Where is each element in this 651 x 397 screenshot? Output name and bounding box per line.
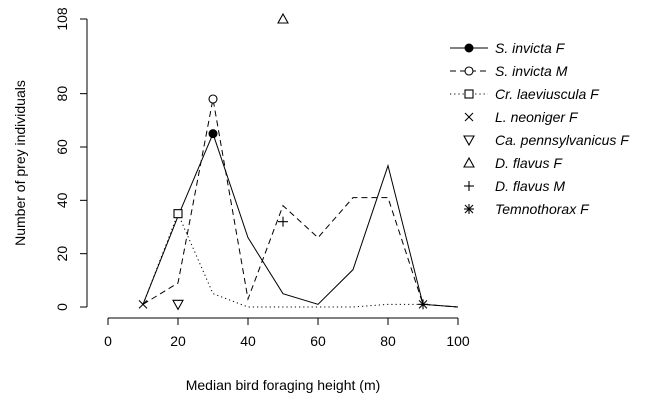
y-tick-label: 0 bbox=[54, 303, 70, 311]
x-axis: 0 20 40 60 80 100 Median bird foraging height… bbox=[104, 317, 470, 393]
y-axis-ticks: 0 20 40 60 80 108 bbox=[54, 7, 87, 311]
x-axis-ticks: 0 20 40 60 80 100 bbox=[104, 318, 470, 349]
legend-marker-swatch bbox=[463, 135, 475, 147]
legend-marker-swatch bbox=[464, 204, 474, 214]
x-tick-label: 20 bbox=[170, 333, 186, 349]
series-line-s-invicta-m bbox=[142, 98, 459, 308]
legend-label: Ca. pennsylvanicus F bbox=[495, 132, 630, 148]
legend-item-cr-laeviuscula-f: Cr. laeviuscula F bbox=[450, 86, 600, 102]
legend-marker-swatch bbox=[464, 43, 474, 53]
y-axis-title: Number of prey individuals bbox=[12, 80, 28, 246]
series-lines bbox=[142, 98, 459, 308]
data-point-s-invicta-f bbox=[208, 129, 218, 139]
data-point-d-flavus-m bbox=[278, 216, 288, 227]
x-tick-label: 60 bbox=[310, 333, 326, 349]
x-tick-label: 40 bbox=[240, 333, 256, 349]
series-line-s-invicta-f bbox=[142, 132, 459, 308]
y-tick-label: 20 bbox=[54, 246, 70, 262]
legend: S. invicta F S. invicta M Cr. laeviuscula … bbox=[450, 40, 630, 217]
legend-label: S. invicta F bbox=[495, 40, 566, 56]
y-tick-label: 108 bbox=[54, 7, 70, 31]
legend-marker-swatch bbox=[464, 89, 474, 99]
legend-item-l-neoniger-f: L. neoniger F bbox=[464, 109, 579, 125]
x-tick-label: 0 bbox=[104, 333, 112, 349]
legend-label: D. flavus M bbox=[495, 178, 565, 194]
y-tick-label: 80 bbox=[54, 86, 70, 102]
data-point-ca-pennsylvanicus-f bbox=[172, 299, 184, 311]
legend-label: L. neoniger F bbox=[495, 109, 579, 125]
legend-label: S. invicta M bbox=[495, 63, 568, 79]
data-point-s-invicta-m bbox=[208, 94, 218, 104]
legend-item-s-invicta-f: S. invicta F bbox=[450, 40, 566, 56]
legend-label: D. flavus F bbox=[495, 155, 563, 171]
legend-item-temnothorax-f: Temnothorax F bbox=[464, 201, 590, 217]
data-point-d-flavus-f bbox=[277, 12, 289, 24]
series-line-cr-laeviuscula-f bbox=[142, 212, 459, 308]
legend-item-ca-pennsylvanicus-f: Ca. pennsylvanicus F bbox=[463, 132, 630, 148]
legend-marker-swatch bbox=[463, 156, 475, 168]
legend-marker-swatch bbox=[464, 112, 474, 122]
legend-item-d-flavus-f: D. flavus F bbox=[463, 155, 563, 171]
legend-label: Cr. laeviuscula F bbox=[495, 86, 600, 102]
legend-marker-swatch bbox=[464, 66, 474, 76]
y-tick-label: 60 bbox=[54, 139, 70, 155]
x-axis-title: Median bird foraging height (m) bbox=[186, 377, 381, 393]
y-axis: 0 20 40 60 80 108 Number of prey individuals bbox=[12, 7, 88, 311]
legend-item-s-invicta-m: S. invicta M bbox=[450, 63, 568, 79]
series-markers bbox=[138, 12, 428, 311]
x-tick-label: 100 bbox=[446, 333, 470, 349]
legend-item-d-flavus-m: D. flavus M bbox=[464, 178, 565, 194]
legend-marker-swatch bbox=[464, 181, 474, 191]
data-point-l-neoniger-f bbox=[138, 299, 148, 309]
legend-label: Temnothorax F bbox=[495, 201, 590, 217]
y-tick-label: 40 bbox=[54, 192, 70, 208]
data-point-cr-laeviuscula-f bbox=[173, 209, 183, 219]
data-point-temnothorax-f bbox=[418, 299, 428, 310]
x-tick-label: 80 bbox=[380, 333, 396, 349]
